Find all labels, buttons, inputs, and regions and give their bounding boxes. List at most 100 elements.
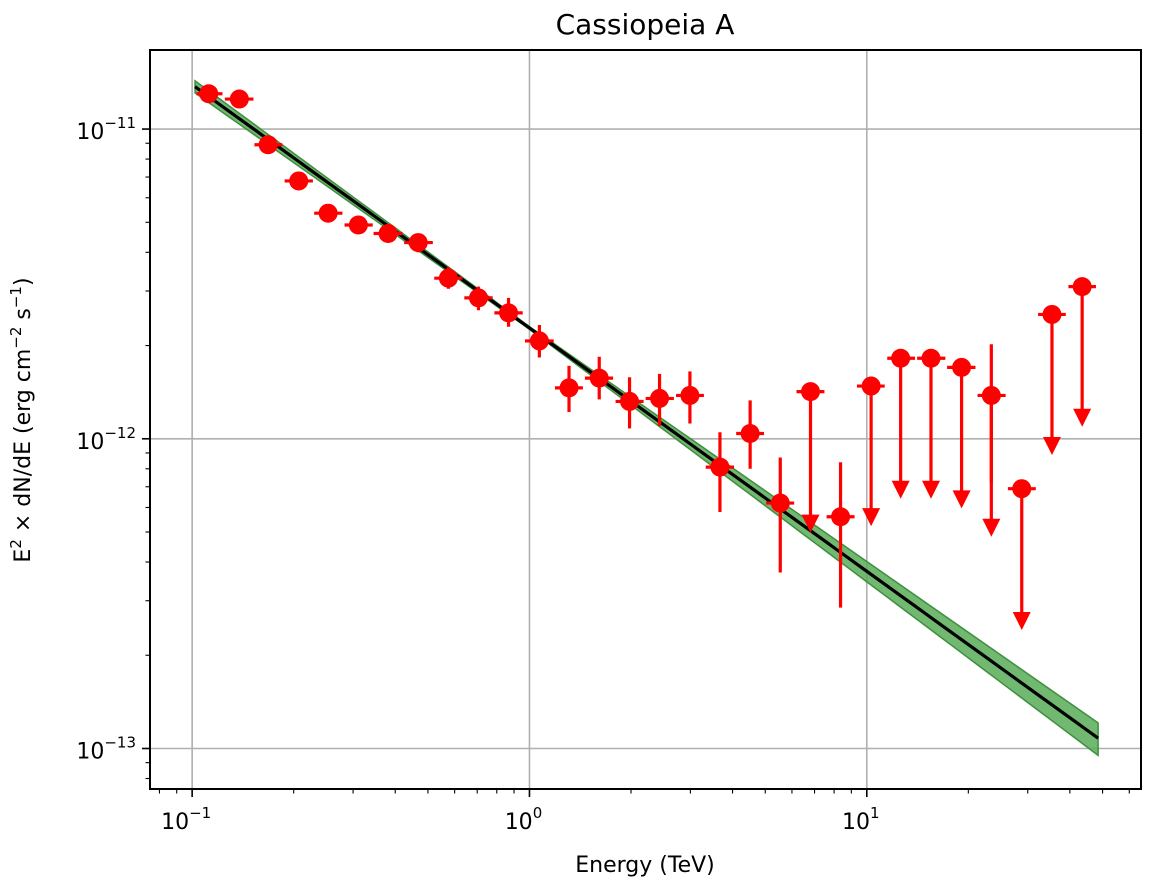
flux-point-marker [740,424,760,444]
upper-limit-6 [1007,479,1036,630]
flux-point-marker [378,224,398,244]
x-tick-base: 10 [161,810,189,835]
flux-point-13 [584,356,614,400]
upper-limit-marker [1012,479,1032,499]
axis-ticks [142,128,1130,797]
grid [150,50,1141,789]
y-tick-label-1: 10−12 [76,424,136,455]
flux-point-marker [710,457,730,477]
upper-limit-marker [1042,304,1062,324]
upper-limit-arrowhead [982,518,1001,537]
upper-limit-marker [891,348,911,368]
y-tick-base: 10 [76,430,104,455]
model-line-group [194,85,1100,740]
model-line [194,85,1100,740]
upper-limit-arrowhead [1012,611,1031,630]
upper-limit-5 [977,344,1006,537]
flux-point-10 [494,297,523,327]
upper-limit-arrowhead [891,480,910,499]
flux-point-7 [404,233,433,253]
flux-point-marker [318,203,338,223]
x-tick-label-2: 101 [842,804,880,835]
x-tick-exp: 0 [533,804,543,822]
y-label-cm-exp: −2 [7,327,25,349]
upper-limit-arrowhead [952,490,971,509]
flux-point-2 [254,135,283,155]
upper-limit-marker [861,376,881,396]
upper-limit-marker [1072,277,1092,297]
y-tick-base: 10 [76,739,104,764]
upper-limit-arrowhead [862,508,881,527]
upper-limit-marker [921,348,941,368]
upper-limit-arrowhead [801,514,820,533]
flux-point-0 [196,84,223,104]
flux-points-group [196,84,855,608]
flux-point-20 [826,462,855,608]
flux-point-19 [766,457,795,573]
upper-limit-arrowhead [1073,408,1092,427]
y-label-middle: × dN/dE (erg cm [11,349,36,539]
flux-point-12 [554,365,583,413]
y-tick-exp: −13 [104,733,136,751]
flux-point-8 [434,267,463,289]
y-tick-label-0: 10−13 [76,733,136,764]
upper-limit-4 [947,357,976,509]
upper-limit-arrowhead [1042,436,1061,455]
flux-point-4 [314,203,343,223]
chart-title: Cassiopeia A [556,8,735,41]
x-tick-exp: −1 [189,804,211,822]
upper-limit-marker [952,357,972,377]
y-tick-exp: −12 [104,424,136,442]
upper-limit-marker [981,385,1001,405]
plot-frame [149,49,1142,790]
flux-point-marker [680,385,700,405]
upper-limit-arrowhead [921,480,940,499]
flux-point-marker [348,215,368,235]
flux-point-marker [199,84,219,104]
flux-point-16 [676,371,704,424]
upper-limit-0 [796,382,825,533]
flux-point-17 [705,432,735,513]
x-tick-label-1: 100 [505,804,543,835]
y-tick-base: 10 [76,120,104,145]
flux-point-marker [258,135,278,155]
upper-limit-3 [917,348,946,499]
flux-point-marker [559,378,579,398]
y-tick-exp: −11 [104,114,136,132]
upper-limits-group [796,277,1096,630]
flux-point-marker [499,303,519,323]
upper-limit-2 [887,348,916,499]
flux-point-marker [650,388,670,408]
x-axis-label: Energy (TeV) [575,853,714,878]
y-label-s: s [11,308,36,326]
y-axis-label: E2 × dN/dE (erg cm−2 s−1) [7,277,36,562]
y-label-prefix: E [11,549,36,563]
flux-point-14 [615,377,644,429]
flux-point-15 [645,373,674,426]
flux-point-11 [525,325,554,358]
flux-point-3 [284,171,313,191]
flux-point-marker [620,391,640,411]
y-label-suffix: ) [11,277,36,286]
upper-limit-1 [856,376,885,527]
flux-point-marker [289,171,309,191]
flux-point-9 [464,286,493,311]
y-label-s-exp: −1 [7,286,25,308]
x-tick-base: 10 [842,810,870,835]
flux-point-6 [373,224,403,244]
flux-point-marker [229,89,249,109]
flux-point-marker [438,268,458,288]
flux-point-1 [224,89,254,109]
x-tick-label-0: 10−1 [161,804,211,835]
flux-point-marker [529,331,549,351]
upper-limit-7 [1038,304,1066,455]
flux-point-18 [736,400,765,469]
flux-point-marker [468,288,488,308]
flux-point-marker [831,507,851,527]
flux-point-marker [770,493,790,513]
flux-point-5 [344,215,373,235]
x-tick-base: 10 [505,810,533,835]
